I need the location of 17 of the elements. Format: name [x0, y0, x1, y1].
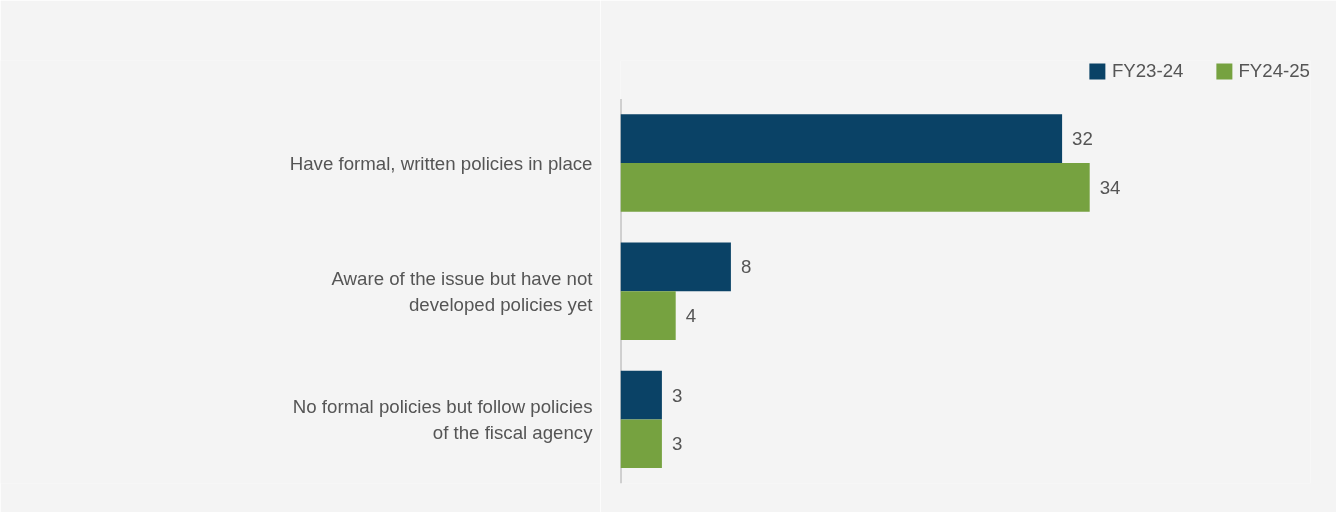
bar [620, 242, 731, 292]
data-label: 3 [671, 384, 683, 406]
data-label: 8 [740, 256, 752, 278]
legend-label: FY23-24 [1111, 60, 1184, 82]
data-label: 4 [685, 305, 697, 327]
legend-label: FY24-25 [1238, 60, 1310, 82]
y-tick-label: Aware of the issue but have not developed policies yet [331, 267, 594, 315]
bar [620, 114, 1063, 164]
bar [620, 163, 1090, 212]
bar [620, 370, 662, 420]
bar [620, 419, 662, 469]
data-label: 34 [1099, 176, 1121, 198]
data-label: 32 [1072, 128, 1093, 150]
y-tick-label: No formal policies but follow policies of the fiscal agency [292, 395, 594, 444]
bar [620, 291, 676, 340]
data-label: 3 [671, 433, 683, 455]
y-tick-label: Have formal, written policies in place [289, 152, 593, 174]
